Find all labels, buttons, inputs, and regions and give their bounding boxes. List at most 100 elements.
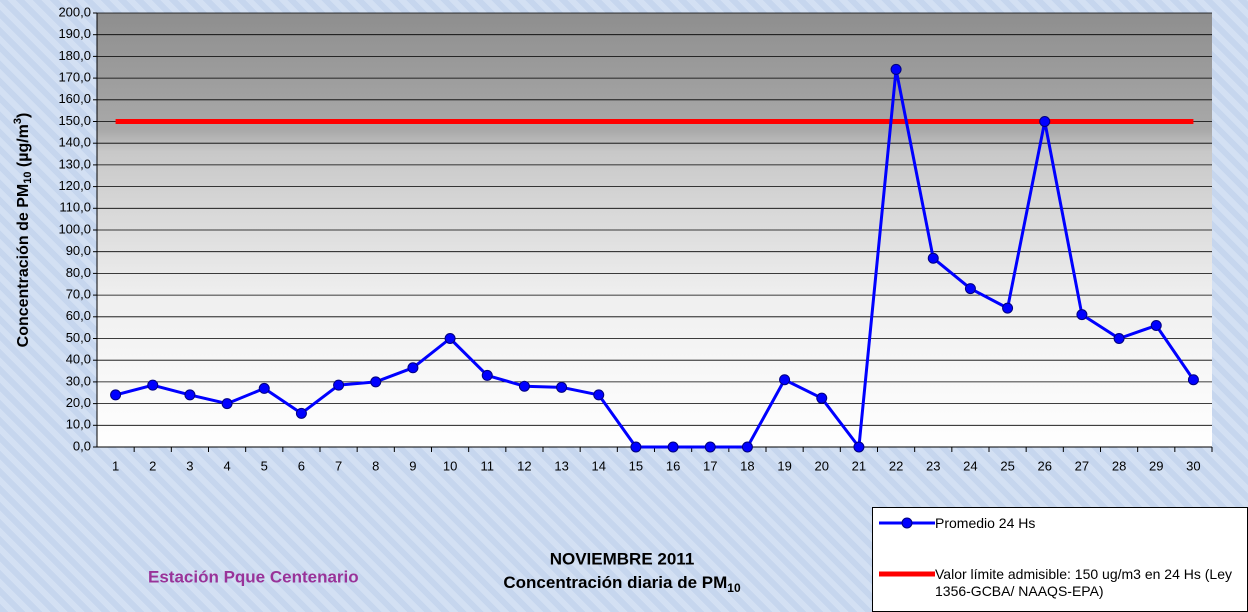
x-tick-label: 3 [186, 458, 193, 473]
data-point [408, 363, 418, 373]
y-tick-label: 150,0 [58, 113, 91, 128]
x-tick-label: 26 [1038, 458, 1052, 473]
page: NOVIEMBRE 2011 Concentración diaria de P… [0, 0, 1248, 612]
x-tick-label: 27 [1075, 458, 1089, 473]
station-label: Estación Pque Centenario [148, 567, 359, 586]
x-tick-label: 22 [889, 458, 903, 473]
data-point [334, 380, 344, 390]
data-point [148, 380, 158, 390]
x-tick-label: 6 [298, 458, 305, 473]
x-tick-label: 20 [815, 458, 829, 473]
chart-subtitle: Concentración diaria de PM10 [503, 573, 741, 595]
y-tick-label: 170,0 [58, 70, 91, 85]
data-point [1040, 117, 1050, 127]
x-tick-label: 16 [666, 458, 680, 473]
data-point [557, 382, 567, 392]
x-tick-label: 8 [372, 458, 379, 473]
subtitle-sub: 10 [727, 581, 741, 595]
x-tick-label: 24 [963, 458, 977, 473]
legend-marker [902, 518, 912, 528]
x-tick-label: 4 [223, 458, 230, 473]
data-point [1114, 334, 1124, 344]
data-point [296, 408, 306, 418]
data-point [631, 442, 641, 452]
data-point [111, 390, 121, 400]
x-tick-label: 1 [112, 458, 119, 473]
y-tick-label: 100,0 [58, 221, 91, 236]
data-point [1003, 303, 1013, 313]
y-tick-label: 30,0 [66, 373, 91, 388]
x-tick-label: 15 [629, 458, 643, 473]
y-title-sub: 10 [22, 172, 34, 184]
data-point [594, 390, 604, 400]
legend: Promedio 24 Hs Valor límite admisible: 15… [872, 507, 1248, 612]
data-point [259, 383, 269, 393]
data-point [928, 253, 938, 263]
data-point [891, 64, 901, 74]
data-point [1188, 375, 1198, 385]
y-tick-label: 40,0 [66, 352, 91, 367]
data-point [1077, 310, 1087, 320]
data-point [817, 393, 827, 403]
x-tick-label: 25 [1000, 458, 1014, 473]
data-point [705, 442, 715, 452]
y-tick-label: 180,0 [58, 48, 91, 63]
data-point [519, 381, 529, 391]
x-tick-label: 19 [777, 458, 791, 473]
y-tick-label: 90,0 [66, 243, 91, 258]
legend-swatch [879, 566, 935, 582]
data-point [222, 399, 232, 409]
data-point [185, 390, 195, 400]
data-point [965, 284, 975, 294]
data-point [482, 370, 492, 380]
legend-entry: Valor límite admisible: 150 ug/m3 en 24 … [879, 566, 1235, 600]
x-tick-label: 5 [261, 458, 268, 473]
x-tick-label: 12 [517, 458, 531, 473]
y-tick-label: 130,0 [58, 156, 91, 171]
x-tick-label: 11 [481, 458, 495, 473]
y-tick-label: 50,0 [66, 330, 91, 345]
x-tick-label: 18 [740, 458, 754, 473]
x-tick-label: 14 [592, 458, 606, 473]
x-tick-label: 28 [1112, 458, 1126, 473]
data-point [668, 442, 678, 452]
x-tick-label: 30 [1186, 458, 1200, 473]
y-tick-label: 190,0 [58, 26, 91, 41]
legend-entry: Promedio 24 Hs [879, 515, 1235, 532]
y-tick-label: 70,0 [66, 287, 91, 302]
legend-label: Valor límite admisible: 150 ug/m3 en 24 … [935, 566, 1235, 600]
subtitle-text: Concentración diaria de PM [503, 573, 727, 592]
x-tick-label: 17 [703, 458, 717, 473]
x-tick-label: 23 [926, 458, 940, 473]
y-tick-label: 110,0 [59, 200, 91, 215]
y-title-text: ) [15, 113, 32, 118]
data-point [742, 442, 752, 452]
y-tick-label: 0,0 [73, 438, 91, 453]
y-title-text: (µg/m [15, 124, 32, 171]
x-tick-label: 13 [554, 458, 568, 473]
y-axis-title: Concentración de PM10 (µg/m3) [12, 113, 34, 348]
legend-label: Promedio 24 Hs [935, 515, 1235, 532]
y-tick-label: 10,0 [66, 417, 91, 432]
x-tick-label: 2 [149, 458, 156, 473]
x-tick-label: 9 [409, 458, 416, 473]
y-title-text: Concentración de PM [15, 184, 32, 348]
data-point [1151, 320, 1161, 330]
y-tick-label: 60,0 [66, 308, 91, 323]
data-point [445, 334, 455, 344]
y-tick-label: 200,0 [58, 4, 91, 19]
x-tick-label: 21 [852, 458, 866, 473]
legend-swatch [879, 515, 935, 531]
data-point [854, 442, 864, 452]
y-tick-label: 140,0 [58, 135, 91, 150]
y-tick-label: 160,0 [58, 91, 91, 106]
y-tick-label: 120,0 [58, 178, 91, 193]
y-tick-label: 20,0 [66, 395, 91, 410]
data-point [371, 377, 381, 387]
x-tick-label: 29 [1149, 458, 1163, 473]
y-tick-label: 80,0 [66, 265, 91, 280]
data-point [780, 375, 790, 385]
x-tick-label: 10 [443, 458, 457, 473]
x-tick-label: 7 [335, 458, 342, 473]
chart-title: NOVIEMBRE 2011 [550, 549, 695, 568]
